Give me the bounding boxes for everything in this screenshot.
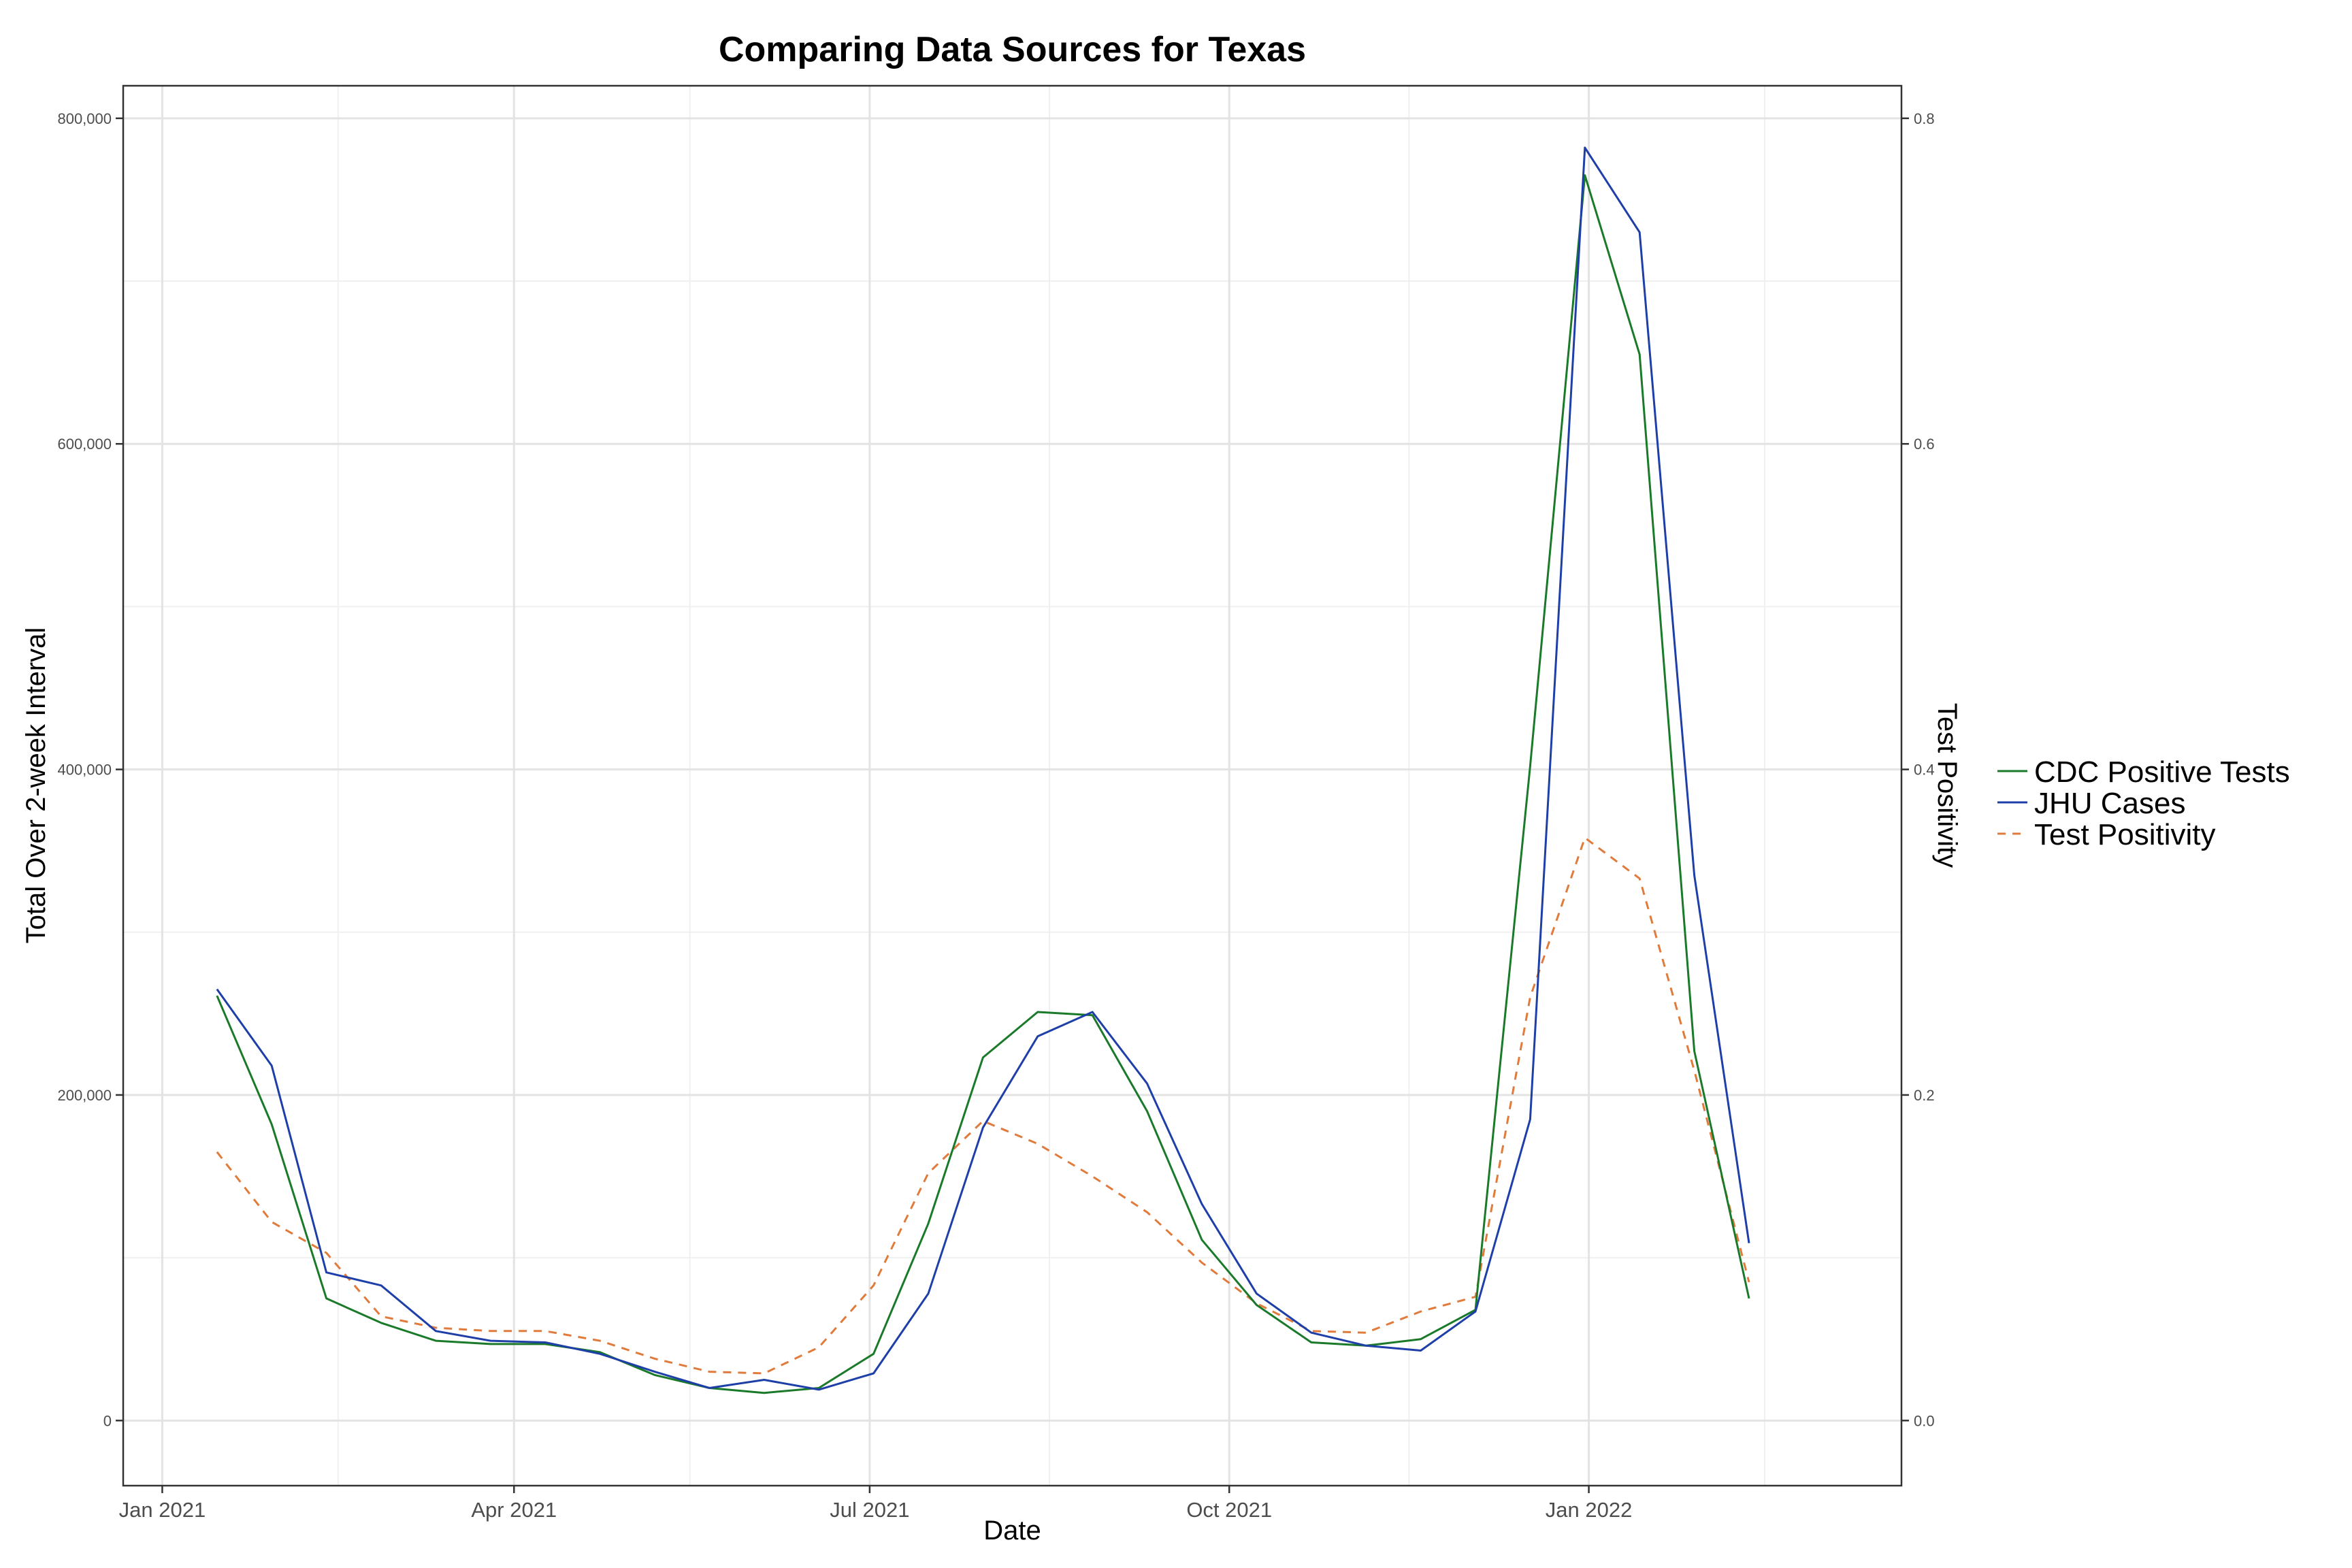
- y2-tick-label: 0.0: [1914, 1412, 1935, 1429]
- x-tick-label: Jan 2021: [119, 1498, 206, 1522]
- series-line-test-positivity: [216, 836, 1750, 1375]
- legend-label: CDC Positive Tests: [2034, 755, 2290, 789]
- legend-label: Test Positivity: [2034, 818, 2216, 851]
- plot-panel-border: [122, 84, 1903, 1487]
- y-tick-label: 600,000: [57, 436, 112, 453]
- series-line-cdc-positive-tests: [216, 174, 1750, 1394]
- y-axis-title: Total Over 2-week Interval: [21, 627, 51, 944]
- y2-tick-label: 0.2: [1914, 1087, 1935, 1104]
- y-tick-label: 200,000: [57, 1087, 112, 1104]
- legend-label: JHU Cases: [2034, 787, 2186, 820]
- y2-tick-label: 0.4: [1914, 762, 1935, 779]
- series-line-jhu-cases: [216, 146, 1750, 1391]
- x-tick-label: Oct 2021: [1186, 1498, 1272, 1522]
- y2-tick-label: 0.6: [1914, 436, 1935, 453]
- chart-title: Comparing Data Sources for Texas: [719, 30, 1306, 69]
- y-tick-label: 0: [103, 1412, 112, 1429]
- y2-axis-title: Test Positivity: [1932, 703, 1962, 868]
- y-tick-label: 400,000: [57, 762, 112, 779]
- x-tick-label: Jul 2021: [830, 1498, 909, 1522]
- x-axis-title: Date: [983, 1516, 1041, 1546]
- y2-tick-label: 0.8: [1914, 110, 1935, 127]
- x-tick-label: Apr 2021: [471, 1498, 557, 1522]
- x-tick-label: Jan 2022: [1546, 1498, 1633, 1522]
- y-tick-label: 800,000: [57, 110, 112, 127]
